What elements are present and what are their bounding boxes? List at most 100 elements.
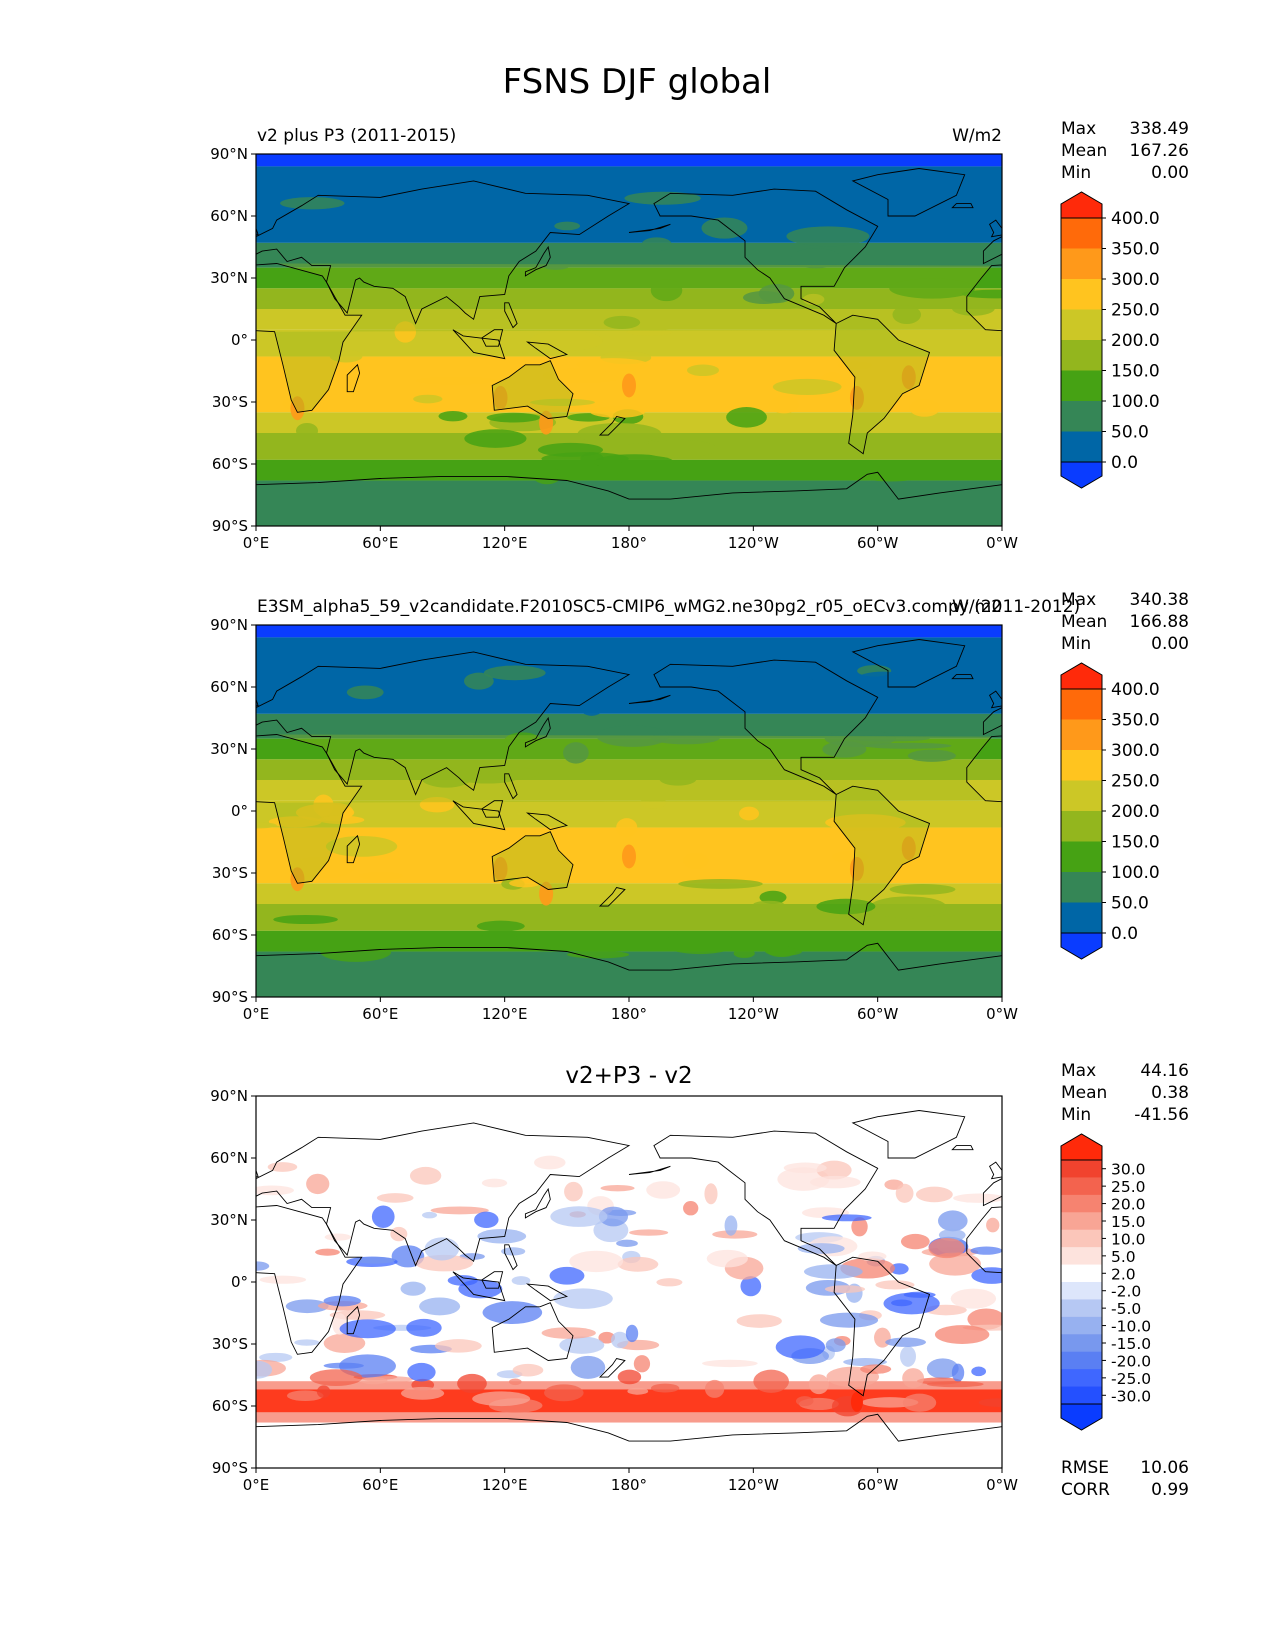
field-patch — [810, 1175, 861, 1189]
field-band — [256, 480, 1002, 526]
field-patch — [783, 1162, 827, 1174]
colorbar-tick-label: -5.0 — [1111, 1300, 1141, 1318]
field-patch — [286, 1390, 324, 1402]
colorbar-box — [1061, 1299, 1102, 1318]
colorbar-tick-label: 2.0 — [1111, 1265, 1136, 1283]
stat-value: 0.00 — [1151, 634, 1189, 654]
field-patch — [476, 920, 525, 932]
field-patch — [256, 1261, 270, 1271]
coastline-newzealand — [598, 1357, 626, 1378]
stat-value: 0.38 — [1151, 1083, 1189, 1103]
field-patch — [967, 1308, 1002, 1330]
x-tick-label: 120°W — [728, 534, 779, 552]
field-patch — [822, 741, 867, 758]
coastline-namerica — [653, 1130, 879, 1266]
panel-title-center: v2+P3 - v2 — [565, 1063, 692, 1089]
coastline-japan — [524, 1187, 551, 1219]
field-patch — [686, 364, 720, 377]
stat-label: Min — [1061, 1105, 1091, 1125]
field-patch — [970, 1246, 1002, 1255]
field-patch — [280, 197, 345, 210]
field-patch — [360, 1377, 388, 1385]
field-patch — [663, 932, 737, 955]
field-patch-high — [539, 410, 554, 435]
field-patch-high — [622, 373, 636, 398]
colorbar-tick-label: 25.0 — [1111, 1178, 1146, 1196]
field-patch — [816, 1160, 852, 1180]
field-patch — [504, 732, 542, 751]
coastline-iceland — [951, 674, 974, 680]
field-patch — [339, 1319, 396, 1339]
field-patch — [961, 289, 1002, 299]
coastline-uk — [256, 227, 259, 236]
field-patch — [978, 1398, 1002, 1407]
y-tick-label: 90°S — [212, 988, 248, 1006]
field-patch — [855, 671, 910, 688]
colorbar-box — [1061, 750, 1102, 781]
field-band — [256, 738, 1002, 760]
field-patch — [733, 948, 755, 958]
y-tick-label: 30°N — [210, 740, 248, 758]
field-patch — [683, 852, 709, 869]
x-tick-label: 0°E — [243, 1005, 270, 1023]
field-patch — [795, 1396, 814, 1407]
colorbar-tick-label: 250.0 — [1111, 772, 1160, 792]
panel-units: W/m2 — [952, 597, 1002, 617]
coastline-australia — [1238, 1303, 1275, 1361]
x-tick-label: 0°W — [986, 1476, 1018, 1494]
field-patch — [640, 797, 667, 809]
land-tint — [274, 734, 992, 884]
field-patch — [646, 1181, 681, 1199]
field-patch — [701, 217, 748, 239]
stat-label: Max — [1061, 590, 1096, 610]
colorbar-tick-label: 20.0 — [1111, 1196, 1146, 1214]
field-patch — [892, 305, 921, 325]
field-patch — [530, 398, 595, 406]
field-patch — [756, 768, 834, 777]
colorbar-tick-label: 50.0 — [1111, 423, 1149, 443]
field-patch — [511, 1276, 531, 1286]
field-patch — [420, 767, 473, 788]
coastline-australia — [1238, 832, 1275, 890]
field-patch — [512, 1363, 544, 1377]
x-tick-label: 0°W — [986, 1005, 1018, 1023]
x-tick-label: 120°E — [482, 534, 528, 552]
coastline-uk — [989, 1161, 1002, 1180]
field-patch — [569, 1250, 624, 1273]
stat-label: RMSE — [1061, 1458, 1109, 1478]
field-patch — [724, 1215, 738, 1236]
field-patch — [480, 932, 518, 947]
y-tick-label: 90°N — [210, 145, 248, 163]
y-tick-label: 30°N — [210, 269, 248, 287]
coastline-uk — [989, 219, 1002, 238]
y-tick-label: 30°S — [212, 393, 248, 411]
coastline-samerica — [88, 786, 183, 925]
y-tick-label: 60°N — [210, 207, 248, 225]
colorbar-box — [1061, 841, 1102, 873]
coastline-indonesia — [1199, 801, 1251, 830]
field-patch — [895, 1183, 914, 1203]
field-patch — [617, 1256, 659, 1272]
field-patch — [858, 1251, 887, 1262]
stat-label: Min — [1061, 634, 1091, 654]
field-patch — [316, 1385, 331, 1398]
field-patch — [409, 1166, 442, 1185]
field-patch — [678, 878, 763, 889]
field-patch — [306, 1173, 330, 1195]
field-patch — [416, 221, 453, 237]
colorbar-tick-label: 250.0 — [1111, 301, 1160, 321]
coastline-uk — [256, 1169, 259, 1178]
colorbar-tick-label: -10.0 — [1111, 1318, 1151, 1336]
field-patch — [590, 406, 645, 418]
field-patch — [486, 412, 541, 423]
stat-label: Max — [1061, 1061, 1096, 1081]
field-patch — [907, 749, 956, 762]
field-patch — [851, 1217, 868, 1237]
field-patch — [577, 422, 662, 445]
field-patch — [951, 300, 995, 316]
field-band — [256, 459, 1002, 481]
panel-3: 0°E 60°E 120°E 180° 120°W 60°W 0°W 90°N 60°N 30°N… — [210, 1061, 1275, 1500]
coastline-eurasia — [256, 651, 631, 796]
field-patch — [424, 1237, 460, 1261]
panel-title-left: v2 plus P3 (2011-2015) — [257, 126, 456, 146]
